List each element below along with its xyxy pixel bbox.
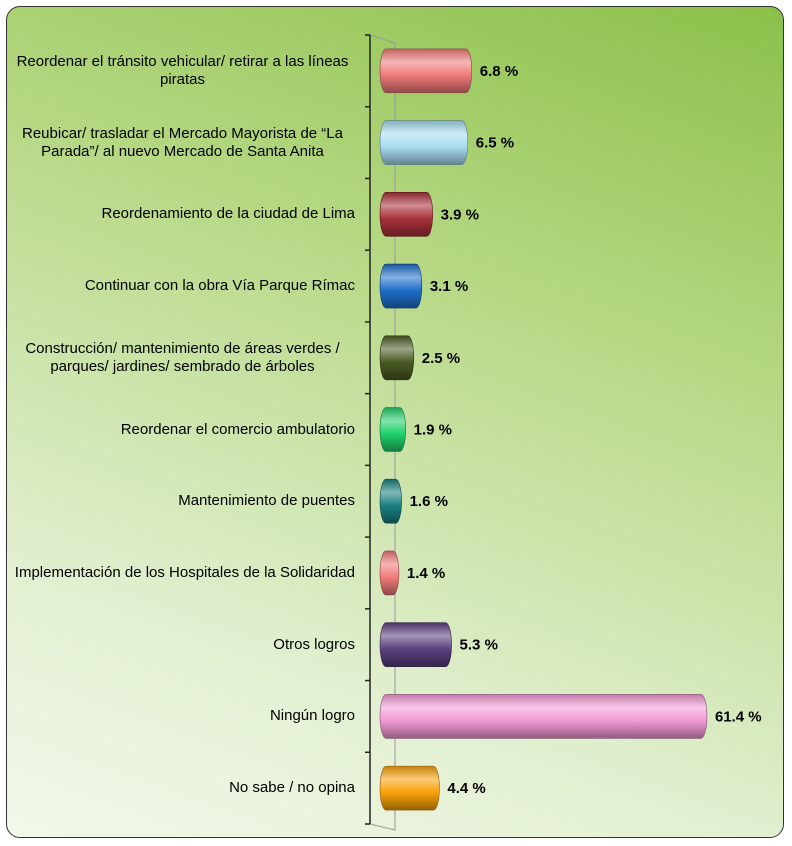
bar [379, 263, 423, 309]
category-label: Reordenar el comercio ambulatorio [5, 395, 355, 465]
category-label: Ningún logro [5, 681, 355, 751]
category-label: Otros logros [5, 610, 355, 680]
category-label: Reordenar el tránsito vehicular/ retirar… [5, 36, 355, 106]
bar [379, 694, 708, 739]
value-label: 6.5 % [476, 135, 514, 152]
value-label: 5.3 % [460, 637, 498, 654]
bar [379, 765, 440, 811]
category-text: Reubicar/ trasladar el Mercado Mayorista… [22, 124, 343, 160]
bar [379, 120, 469, 165]
value-label: 3.9 % [441, 206, 479, 223]
category-text: Reordenar el tránsito vehicular/ retirar… [16, 52, 349, 88]
value-label: 2.5 % [422, 350, 460, 367]
value-label: 61.4 % [715, 708, 762, 725]
category-text: Otros logros [273, 635, 355, 653]
category-label: Reubicar/ trasladar el Mercado Mayorista… [5, 108, 355, 178]
bar [379, 192, 433, 237]
category-text: Continuar con la obra Vía Parque Rímac [84, 277, 355, 295]
bar [379, 622, 452, 667]
value-label: 1.9 % [414, 422, 452, 439]
bar [379, 407, 406, 452]
bar [379, 48, 473, 94]
value-label: 1.4 % [407, 565, 445, 582]
category-text: Ningún logro [269, 707, 355, 725]
bar [379, 335, 415, 381]
category-label: Mantenimiento de puentes [5, 466, 355, 536]
value-label: 6.8 % [480, 63, 518, 80]
category-text: Reordenar el comercio ambulatorio [120, 420, 355, 438]
bar [379, 478, 402, 524]
category-text: Construcción/ mantenimiento de áreas ver… [25, 339, 340, 375]
category-label: Reordenamiento de la ciudad de Lima [5, 179, 356, 249]
value-label: 3.1 % [430, 278, 468, 295]
category-text: No sabe / no opina [229, 779, 355, 797]
bar [379, 550, 400, 596]
category-label: Continuar con la obra Vía Parque Rímac [5, 251, 355, 321]
category-text: Reordenamiento de la ciudad de Lima [101, 205, 356, 223]
category-text: Implementación de los Hospitales de la S… [14, 563, 355, 581]
category-label: No sabe / no opina [5, 753, 355, 823]
category-label: Construcción/ mantenimiento de áreas ver… [5, 323, 355, 393]
category-label: Implementación de los Hospitales de la S… [5, 538, 355, 608]
value-label: 4.4 % [447, 780, 485, 797]
value-label: 1.6 % [410, 493, 448, 510]
category-text: Mantenimiento de puentes [178, 492, 355, 510]
